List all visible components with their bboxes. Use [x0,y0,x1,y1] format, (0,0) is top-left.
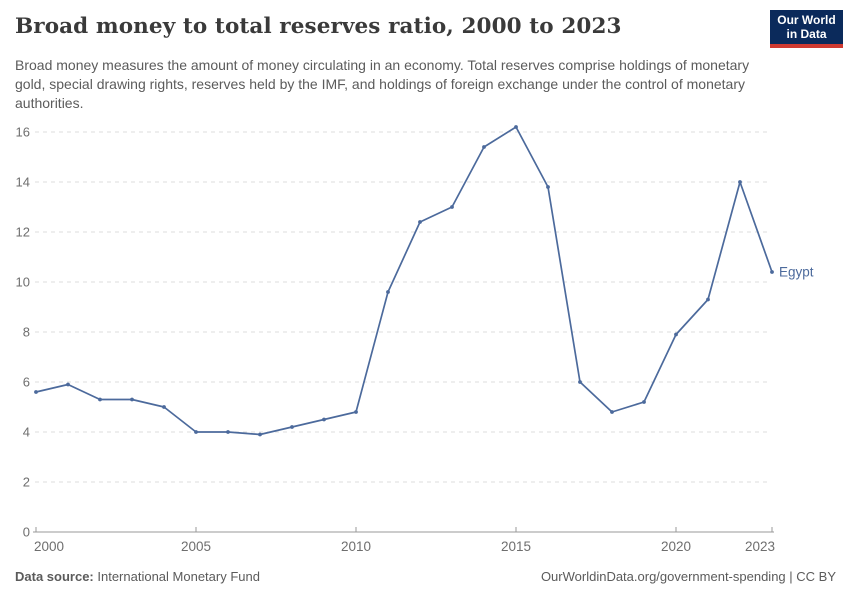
data-point-egypt-2017 [578,380,582,384]
data-point-egypt-2004 [162,405,166,409]
x-tick-label-2000: 2000 [34,539,64,554]
x-tick-label-2023: 2023 [745,539,775,554]
data-point-egypt-2020 [674,332,678,337]
page-title: Broad money to total reserves ratio, 200… [15,14,622,39]
data-point-egypt-2019 [642,400,646,404]
data-point-egypt-2007 [258,432,262,437]
y-tick-label-4: 4 [23,425,30,440]
y-tick-label-8: 8 [23,325,30,340]
owid-logo-line2: in Data [786,27,827,41]
chart-footer: Data source: International Monetary Fund… [15,569,836,584]
data-point-egypt-2022 [738,180,742,184]
owid-logo-box: Our World in Data [770,10,843,44]
data-source-note: Data source: International Monetary Fund [15,569,260,584]
owid-logo-stripe [770,44,843,48]
data-point-egypt-2005 [194,430,198,434]
data-point-egypt-2016 [546,185,550,189]
owid-logo: Our World in Data [770,10,843,48]
x-tick-label-2010: 2010 [341,539,371,554]
data-point-egypt-2008 [290,425,294,429]
data-point-egypt-2003 [130,397,134,402]
data-source-value: International Monetary Fund [93,569,260,584]
data-point-egypt-2018 [610,410,614,414]
line-chart: 0 2 4 6 8 10 12 14 16 2000 2005 2010 2015 2020 2023 Egy… [0,110,850,565]
data-point-egypt-2023 [770,270,774,274]
series-line-egypt [35,126,773,436]
data-point-egypt-2021 [706,297,710,302]
y-tick-label-2: 2 [23,475,30,490]
x-tick-label-2005: 2005 [181,539,211,554]
y-tick-label-12: 12 [16,225,30,240]
data-point-egypt-2006 [226,430,230,434]
series-end-label: Egypt [779,265,814,280]
data-point-egypt-2009 [322,417,326,422]
data-point-egypt-2011 [386,290,390,294]
data-point-egypt-2000 [34,390,38,394]
data-point-egypt-2014 [482,145,486,149]
data-point-egypt-2013 [450,205,454,209]
owid-logo-line1: Our World [777,13,836,27]
data-point-egypt-2012 [418,220,422,224]
chart-subtitle: Broad money measures the amount of money… [15,57,750,111]
y-tick-label-6: 6 [23,375,30,390]
data-point-egypt-2015 [514,125,518,129]
y-tick-label-16: 16 [16,125,30,140]
data-point-egypt-2001 [66,382,70,387]
data-point-egypt-2002 [98,397,102,402]
line-chart-svg: 0 2 4 6 8 10 12 14 16 2000 2005 2010 2015 2020 2023 Egy… [16,125,814,555]
attribution-note: OurWorldinData.org/government-spending |… [540,569,836,584]
y-tick-label-14: 14 [16,175,30,190]
y-tick-label-10: 10 [16,275,30,290]
y-tick-label-0: 0 [23,525,30,540]
data-point-egypt-2010 [354,410,358,414]
x-tick-label-2015: 2015 [501,539,531,554]
data-source-label: Data source: [15,569,94,584]
x-tick-label-2020: 2020 [661,539,691,554]
